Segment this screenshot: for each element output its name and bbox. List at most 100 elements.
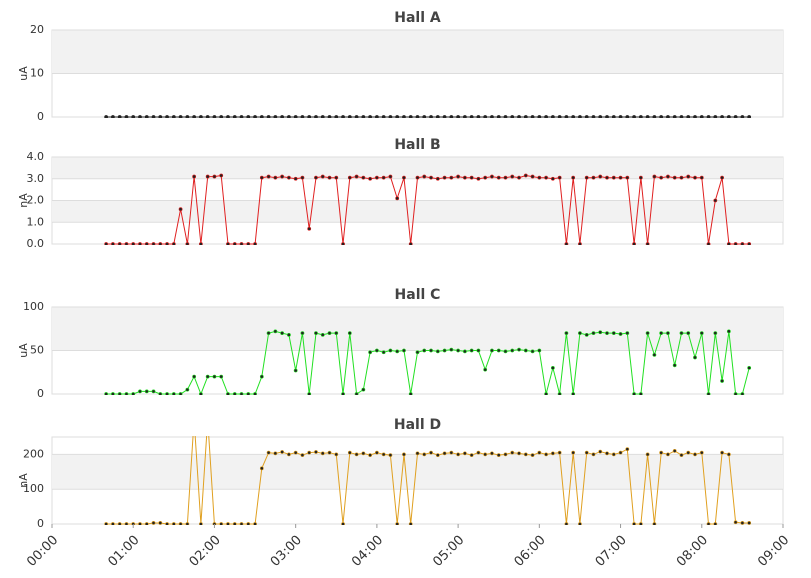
point [199, 115, 203, 118]
x-tick-label: 07:00 [593, 533, 630, 570]
point [557, 392, 562, 395]
point [706, 242, 711, 245]
point [266, 174, 271, 179]
series [104, 173, 752, 245]
point [469, 115, 474, 118]
point [327, 450, 332, 455]
point [273, 115, 278, 118]
point [131, 522, 136, 525]
point [151, 115, 156, 118]
point [605, 331, 609, 336]
point [320, 115, 325, 118]
point [185, 387, 190, 392]
point [178, 392, 183, 395]
point [354, 452, 359, 457]
x-tick-label: 06:00 [512, 533, 549, 570]
point [435, 453, 440, 457]
point [286, 175, 291, 180]
point [408, 115, 413, 118]
point [557, 450, 562, 455]
point [429, 115, 433, 118]
point [212, 115, 217, 118]
point [165, 522, 169, 525]
point [178, 207, 183, 212]
point [327, 115, 332, 118]
point [307, 450, 312, 455]
point [388, 174, 393, 179]
point [320, 174, 325, 179]
point [212, 522, 217, 525]
point [165, 115, 169, 118]
point [226, 522, 230, 525]
point [259, 115, 264, 118]
point [672, 175, 677, 180]
point [632, 115, 636, 118]
point [273, 329, 278, 334]
y-tick-label: 0 [37, 387, 44, 400]
point [517, 451, 521, 456]
point [226, 115, 230, 118]
y-tick-label: 0.0 [27, 237, 45, 250]
point [645, 452, 650, 457]
point [652, 522, 657, 525]
point [185, 242, 190, 245]
point [598, 330, 603, 335]
x-tick-label: 04:00 [349, 533, 386, 570]
point [496, 348, 501, 353]
point [165, 392, 169, 395]
point [226, 392, 230, 395]
point [503, 349, 508, 354]
point [578, 522, 582, 525]
point [672, 363, 677, 368]
y-tick-label: 100 [23, 482, 44, 495]
x-tick-label: 02:00 [187, 533, 224, 570]
point [293, 115, 298, 118]
point [476, 176, 481, 181]
point [158, 392, 163, 395]
grid-band [52, 307, 783, 351]
point [733, 115, 738, 118]
point [490, 451, 494, 456]
point [429, 175, 433, 180]
point [720, 175, 724, 180]
point [293, 368, 298, 373]
point [111, 392, 115, 395]
point [523, 173, 528, 178]
point [726, 242, 731, 245]
point [408, 522, 413, 525]
point [442, 348, 447, 353]
y-tick-label: 1.0 [27, 215, 45, 228]
point [381, 350, 386, 355]
point [341, 115, 345, 118]
point [253, 115, 257, 118]
point [341, 242, 345, 245]
point [205, 374, 210, 379]
point [381, 115, 386, 118]
point [402, 452, 406, 457]
series [104, 329, 752, 395]
point [280, 331, 285, 336]
point [395, 115, 400, 118]
point [720, 450, 724, 455]
point [239, 522, 244, 525]
point [395, 522, 400, 525]
point [239, 115, 244, 118]
point [429, 348, 433, 353]
point [584, 332, 589, 337]
point [632, 392, 636, 395]
point [544, 115, 549, 118]
point [713, 522, 718, 525]
point [347, 450, 352, 455]
point [659, 175, 664, 180]
point [571, 392, 576, 395]
point [537, 348, 542, 353]
point [747, 521, 752, 525]
point [517, 115, 521, 118]
point [550, 115, 555, 118]
point [510, 174, 515, 179]
point [517, 347, 521, 352]
point [679, 115, 684, 118]
point [286, 115, 291, 118]
point [158, 521, 163, 525]
